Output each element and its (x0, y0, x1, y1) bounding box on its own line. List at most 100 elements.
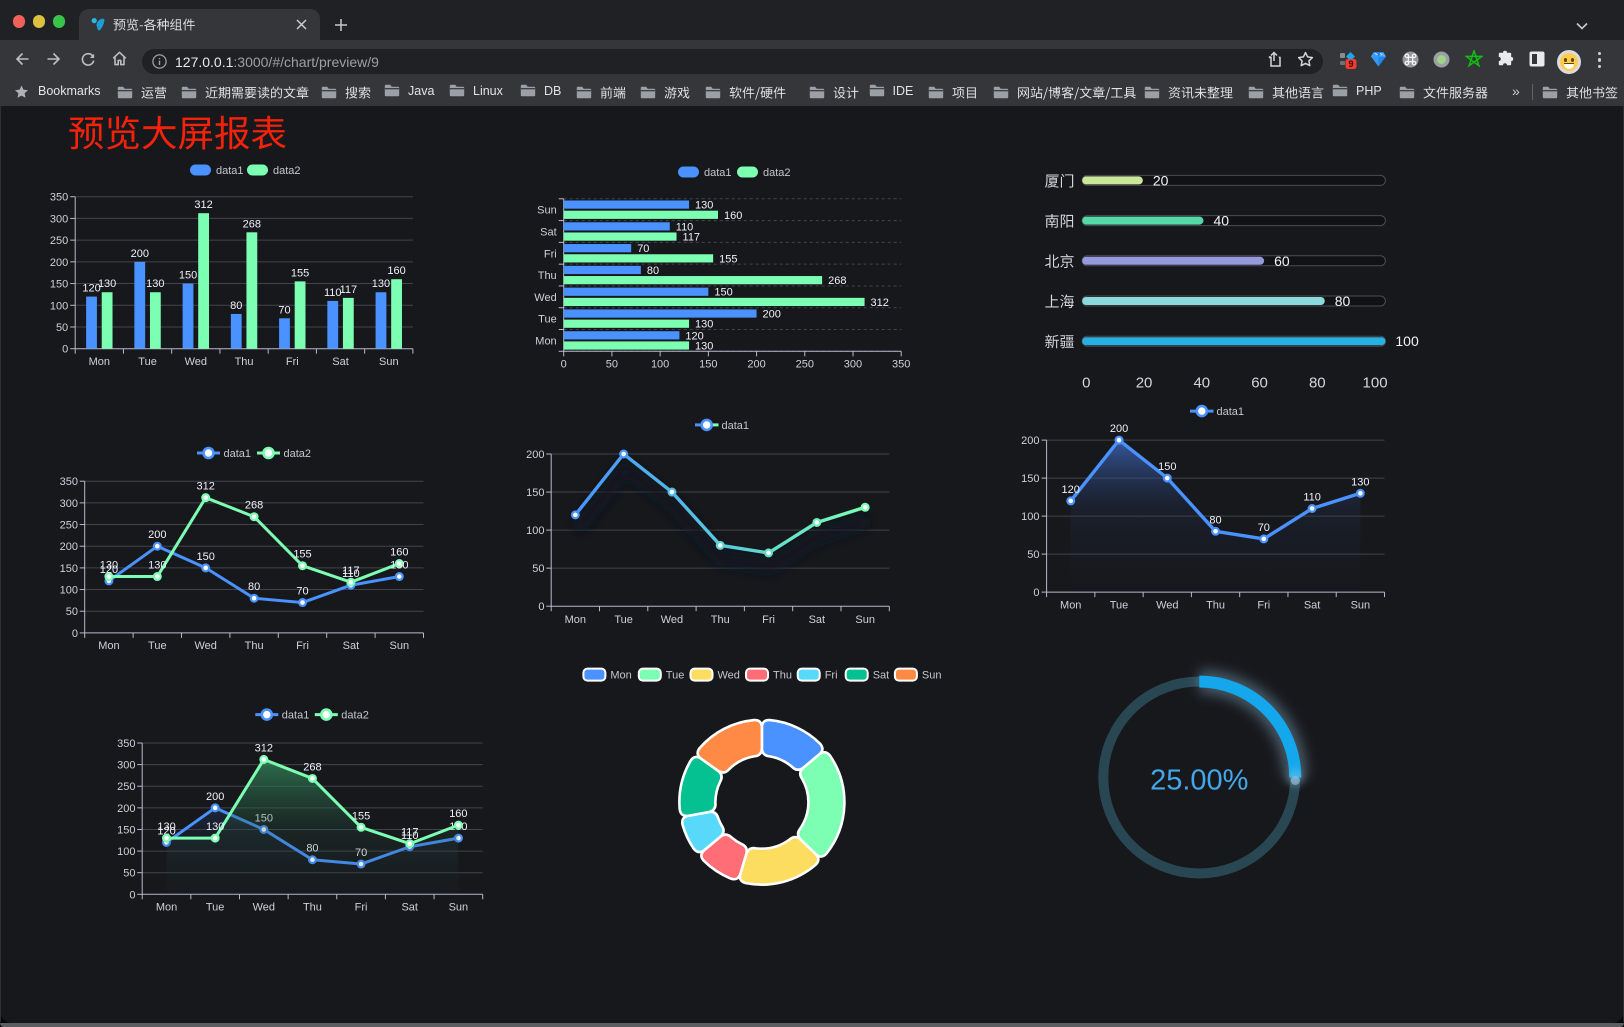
svg-text:Thu: Thu (711, 614, 730, 626)
svg-text:Wed: Wed (661, 614, 683, 626)
svg-text:Mon: Mon (98, 640, 119, 652)
svg-text:110: 110 (1303, 492, 1321, 504)
svg-text:Tue: Tue (138, 356, 157, 368)
svg-text:100: 100 (1395, 333, 1419, 349)
svg-text:200: 200 (131, 248, 149, 260)
svg-text:Sun: Sun (390, 640, 410, 652)
svg-text:312: 312 (255, 742, 273, 754)
svg-text:130: 130 (98, 278, 116, 290)
svg-text:200: 200 (1021, 435, 1039, 447)
svg-text:25.00%: 25.00% (1150, 765, 1248, 797)
svg-text:50: 50 (1027, 549, 1039, 561)
svg-text:200: 200 (60, 541, 78, 553)
svg-text:268: 268 (243, 218, 261, 230)
svg-text:Sun: Sun (922, 670, 942, 682)
svg-text:70: 70 (278, 304, 290, 316)
svg-text:155: 155 (291, 267, 309, 279)
svg-text:70: 70 (296, 586, 308, 598)
svg-text:130: 130 (695, 319, 713, 331)
svg-text:0: 0 (129, 889, 135, 901)
svg-text:70: 70 (1258, 522, 1270, 534)
svg-text:312: 312 (194, 199, 212, 211)
svg-text:data1: data1 (282, 710, 310, 722)
svg-text:130: 130 (695, 200, 713, 212)
svg-text:160: 160 (390, 547, 408, 559)
svg-text:data1: data1 (722, 420, 750, 432)
svg-text:100: 100 (60, 585, 78, 597)
svg-text:100: 100 (651, 359, 669, 371)
svg-text:Sun: Sun (449, 902, 469, 914)
svg-text:120: 120 (157, 825, 175, 837)
svg-text:350: 350 (892, 359, 910, 371)
svg-text:Thu: Thu (1206, 599, 1225, 611)
svg-text:60: 60 (1251, 375, 1268, 392)
svg-text:150: 150 (197, 551, 215, 563)
svg-text:80: 80 (1309, 375, 1326, 392)
svg-text:Wed: Wed (185, 356, 207, 368)
svg-text:60: 60 (1274, 253, 1290, 269)
svg-text:50: 50 (66, 606, 78, 618)
svg-text:155: 155 (293, 549, 311, 561)
svg-text:data2: data2 (763, 167, 791, 179)
svg-text:0: 0 (561, 359, 567, 371)
svg-text:200: 200 (206, 791, 224, 803)
svg-text:150: 150 (60, 563, 78, 575)
svg-text:9: 9 (1348, 59, 1353, 69)
svg-text:50: 50 (56, 322, 68, 334)
svg-text:268: 268 (303, 761, 321, 773)
svg-text:0: 0 (538, 601, 544, 613)
svg-text:200: 200 (148, 529, 166, 541)
svg-text:Sat: Sat (540, 226, 557, 238)
svg-text:Thu: Thu (773, 670, 792, 682)
svg-text:Wed: Wed (718, 670, 740, 682)
svg-text:312: 312 (871, 297, 889, 309)
svg-text:120: 120 (685, 330, 703, 342)
svg-text:Sun: Sun (537, 205, 557, 217)
svg-text:150: 150 (117, 824, 135, 836)
svg-text:Fri: Fri (296, 640, 309, 652)
svg-text:Sat: Sat (873, 670, 890, 682)
svg-text:Sat: Sat (1304, 599, 1321, 611)
svg-text:130: 130 (146, 278, 164, 290)
svg-text:130: 130 (695, 341, 713, 353)
svg-text:350: 350 (50, 192, 68, 204)
svg-text:Tue: Tue (538, 314, 557, 326)
svg-text:Fri: Fri (286, 356, 299, 368)
svg-text:117: 117 (683, 232, 701, 244)
svg-text:50: 50 (123, 868, 135, 880)
svg-text:350: 350 (60, 476, 78, 488)
svg-text:Mon: Mon (535, 335, 556, 347)
svg-text:Tue: Tue (614, 614, 633, 626)
svg-text:250: 250 (60, 520, 78, 532)
svg-text:130: 130 (1351, 476, 1369, 488)
svg-text:350: 350 (117, 738, 135, 750)
svg-text:200: 200 (1110, 423, 1128, 435)
svg-text:Mon: Mon (610, 670, 631, 682)
svg-text:Thu: Thu (245, 640, 264, 652)
svg-text:0: 0 (62, 344, 68, 356)
svg-text:Fri: Fri (1257, 599, 1270, 611)
svg-text:Mon: Mon (1060, 599, 1081, 611)
svg-text:130: 130 (206, 821, 224, 833)
svg-text:Tue: Tue (666, 670, 685, 682)
svg-text:Fri: Fri (762, 614, 775, 626)
svg-text:100: 100 (1021, 511, 1039, 523)
svg-text:Wed: Wed (253, 902, 275, 914)
svg-text:80: 80 (647, 265, 659, 277)
svg-text:130: 130 (390, 560, 408, 572)
svg-text:Fri: Fri (825, 670, 838, 682)
svg-text:250: 250 (117, 781, 135, 793)
svg-text:Fri: Fri (544, 248, 557, 260)
svg-text:0: 0 (1082, 375, 1090, 392)
svg-text:data2: data2 (284, 448, 312, 460)
svg-text:Wed: Wed (1156, 599, 1178, 611)
svg-text:200: 200 (50, 257, 68, 269)
svg-text:155: 155 (719, 253, 737, 265)
svg-text:data1: data1 (224, 448, 252, 460)
svg-text:Mon: Mon (156, 902, 177, 914)
svg-text:Thu: Thu (303, 902, 322, 914)
svg-text:200: 200 (763, 309, 781, 321)
svg-text:130: 130 (148, 560, 166, 572)
svg-text:Sat: Sat (332, 356, 349, 368)
svg-text:Sat: Sat (401, 902, 418, 914)
